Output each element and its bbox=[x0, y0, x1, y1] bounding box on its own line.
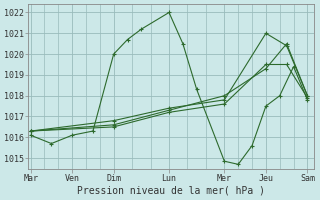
X-axis label: Pression niveau de la mer( hPa ): Pression niveau de la mer( hPa ) bbox=[77, 186, 265, 196]
